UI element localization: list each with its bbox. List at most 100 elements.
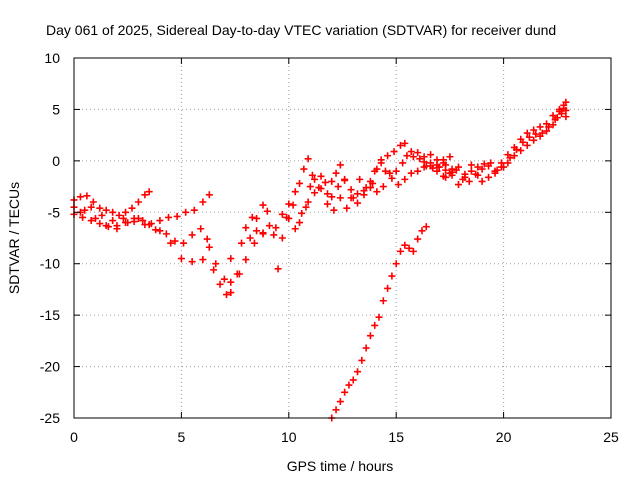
data-point xyxy=(416,155,424,163)
data-point xyxy=(347,194,355,202)
data-point xyxy=(394,181,402,189)
x-tick-label: 15 xyxy=(388,429,404,445)
data-point xyxy=(384,284,392,292)
data-point xyxy=(332,169,340,177)
data-point xyxy=(433,167,441,175)
data-point xyxy=(422,223,430,231)
data-point xyxy=(156,227,164,235)
data-point xyxy=(401,139,409,147)
data-point xyxy=(510,152,518,160)
data-point xyxy=(332,406,340,414)
data-points xyxy=(70,98,570,422)
data-point xyxy=(220,275,228,283)
data-point xyxy=(478,177,486,185)
data-point xyxy=(289,201,297,209)
grid xyxy=(74,58,611,418)
data-point xyxy=(485,162,493,170)
data-point xyxy=(392,260,400,268)
data-point xyxy=(459,175,467,183)
data-point xyxy=(536,123,544,131)
data-point xyxy=(162,230,170,238)
data-point xyxy=(485,173,493,181)
data-point xyxy=(497,159,505,167)
data-point xyxy=(248,213,256,221)
data-point xyxy=(403,152,411,160)
data-point xyxy=(278,210,286,218)
data-point xyxy=(102,222,110,230)
data-point xyxy=(298,209,306,217)
data-point xyxy=(341,388,349,396)
data-point xyxy=(392,167,400,175)
x-tick-label: 0 xyxy=(70,429,78,445)
data-point xyxy=(188,258,196,266)
data-point xyxy=(336,398,344,406)
y-axis-ticks: -25 -20 -15 -10 -5 0 5 10 xyxy=(40,50,611,426)
data-point xyxy=(427,151,435,159)
data-point xyxy=(134,198,142,206)
series-8 xyxy=(442,106,570,185)
data-point xyxy=(354,199,362,207)
data-point xyxy=(227,289,235,297)
data-point xyxy=(139,217,147,225)
data-point xyxy=(145,188,153,196)
data-point xyxy=(308,171,316,179)
series-4 xyxy=(76,203,235,299)
data-point xyxy=(76,193,84,201)
data-point xyxy=(530,136,538,144)
y-tick-label: -15 xyxy=(40,307,60,323)
data-point xyxy=(165,213,173,221)
data-point xyxy=(409,153,417,161)
data-point xyxy=(517,135,525,143)
data-point xyxy=(278,234,286,242)
y-tick-label: 5 xyxy=(52,101,60,117)
data-point xyxy=(366,332,374,340)
data-point xyxy=(253,214,261,222)
data-point xyxy=(390,148,398,156)
data-point xyxy=(102,206,110,214)
data-point xyxy=(491,167,499,175)
data-point xyxy=(442,166,450,174)
data-point xyxy=(87,203,95,211)
data-point xyxy=(465,177,473,185)
series-7 xyxy=(285,139,447,208)
data-point xyxy=(379,183,387,191)
data-point xyxy=(551,116,559,124)
data-point xyxy=(242,256,250,264)
data-point xyxy=(349,376,357,384)
x-tick-label: 5 xyxy=(178,429,186,445)
data-point xyxy=(122,208,130,216)
data-point xyxy=(87,217,95,225)
data-point xyxy=(334,183,342,191)
data-point xyxy=(562,113,570,121)
data-point xyxy=(523,141,531,149)
plot-frame xyxy=(73,57,612,419)
data-point xyxy=(177,255,185,263)
data-point xyxy=(296,219,304,227)
data-point xyxy=(182,208,190,216)
data-point xyxy=(259,230,267,238)
data-point xyxy=(109,217,117,225)
data-point xyxy=(96,204,104,212)
data-point xyxy=(523,129,531,137)
data-point xyxy=(530,126,538,134)
data-point xyxy=(399,159,407,167)
data-point xyxy=(409,247,417,255)
data-point xyxy=(285,214,293,222)
data-point xyxy=(205,243,213,251)
data-point xyxy=(317,172,325,180)
y-tick-label: 0 xyxy=(52,153,60,169)
data-point xyxy=(167,239,175,247)
data-point xyxy=(323,190,331,198)
data-point xyxy=(272,224,280,232)
data-point xyxy=(414,167,422,175)
data-point xyxy=(274,265,282,273)
data-point xyxy=(81,206,89,214)
data-point xyxy=(216,280,224,288)
data-point xyxy=(323,200,331,208)
series-1 xyxy=(70,188,153,219)
data-point xyxy=(452,166,460,174)
data-point xyxy=(156,217,164,225)
data-point xyxy=(407,148,415,156)
x-tick-label: 20 xyxy=(496,429,512,445)
data-point xyxy=(362,344,370,352)
